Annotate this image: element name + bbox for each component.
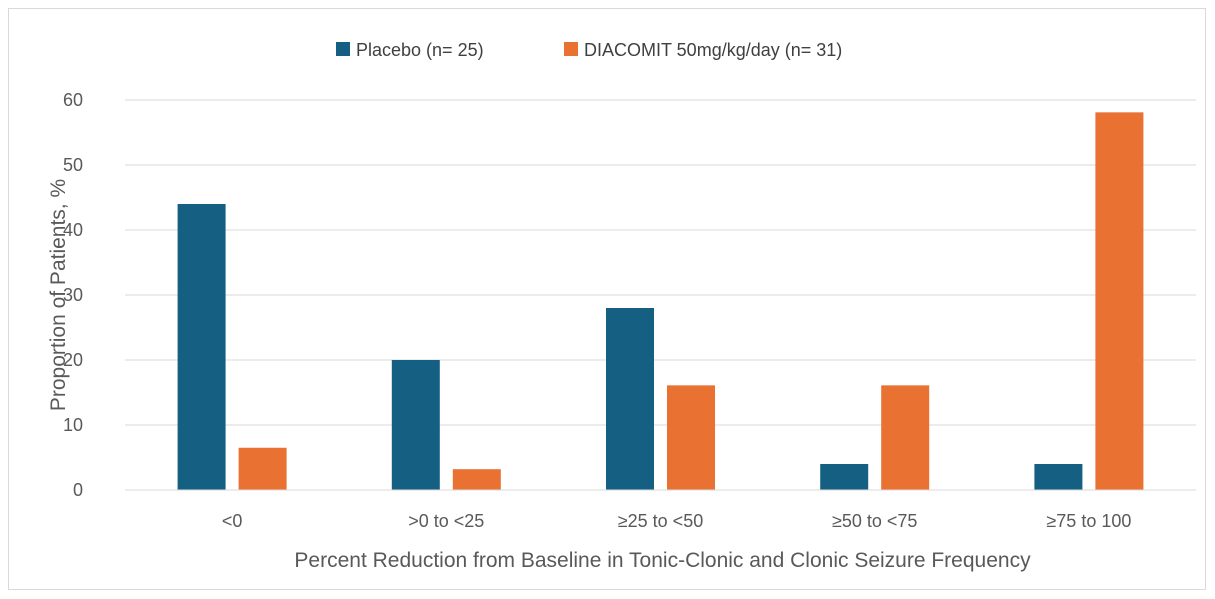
x-axis-title: Percent Reduction from Baseline in Tonic… [294,549,1031,572]
bar-diacomit-3 [881,385,930,490]
bar-diacomit-4 [1095,112,1144,490]
x-tick-label: ≥25 to <50 [618,511,703,531]
bar-diacomit-1 [452,469,501,490]
y-tick-label: 50 [63,155,83,175]
y-axis-ticks: 0 10 20 30 40 50 60 [63,90,83,500]
x-tick-label: <0 [222,511,243,531]
y-tick-label: 30 [63,285,83,305]
y-tick-label: 0 [73,480,83,500]
x-tick-label: ≥75 to 100 [1046,511,1131,531]
y-tick-label: 60 [63,90,83,110]
y-tick-label: 40 [63,220,83,240]
y-axis-title: Proportion of Patients, % [47,179,70,411]
y-tick-label: 10 [63,415,83,435]
bar-placebo-2 [606,308,654,490]
x-axis-ticks: <0 >0 to <25 ≥25 to <50 ≥50 to <75 ≥75 to 10… [222,511,1132,531]
gridlines [125,99,1196,426]
bars [177,112,1144,490]
bar-placebo-3 [820,464,869,490]
bar-placebo-4 [1034,464,1083,490]
y-tick-label: 20 [63,350,83,370]
bar-placebo-0 [177,204,226,490]
legend-label-placebo: Placebo (n= 25) [356,40,484,60]
bar-diacomit-0 [238,447,287,490]
legend-label-diacomit: DIACOMIT 50mg/kg/day (n= 31) [584,40,842,60]
legend-swatch-diacomit [564,42,578,56]
x-tick-label: ≥50 to <75 [832,511,917,531]
bar-placebo-1 [391,360,440,490]
bar-diacomit-2 [667,385,715,490]
legend: Placebo (n= 25) DIACOMIT 50mg/kg/day (n=… [336,40,842,60]
legend-swatch-placebo [336,42,350,56]
x-tick-label: >0 to <25 [408,511,484,531]
